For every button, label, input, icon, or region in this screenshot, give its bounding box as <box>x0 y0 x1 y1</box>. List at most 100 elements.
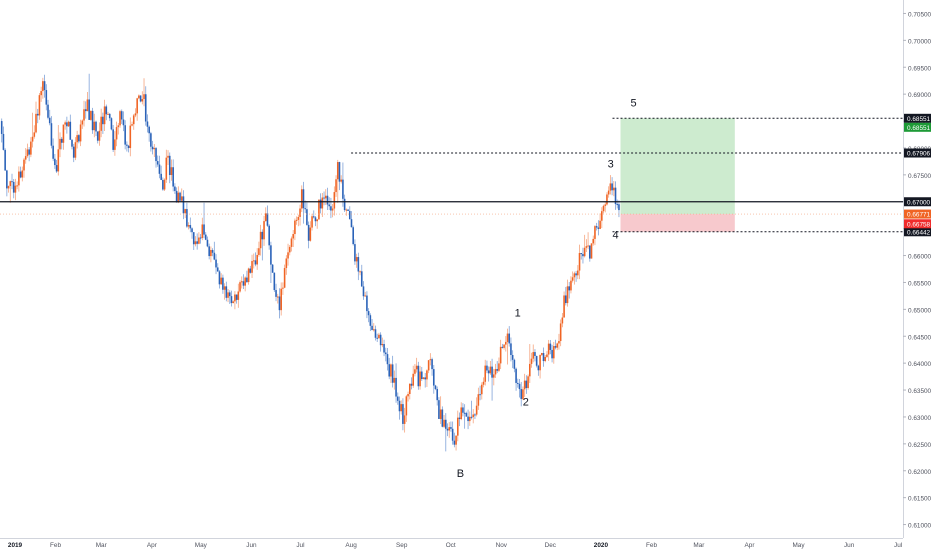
candle-body <box>333 192 336 209</box>
candle-body <box>28 149 30 155</box>
candle-body <box>264 213 267 222</box>
candle-body <box>38 95 41 116</box>
candle-body <box>355 257 358 262</box>
candle-body <box>613 187 615 191</box>
candle-body <box>172 167 174 187</box>
candle-body <box>414 369 416 374</box>
candle-body <box>582 254 584 257</box>
time-tick-label: May <box>195 542 208 549</box>
horizontal-levels <box>0 117 903 233</box>
price-tick-label: 0.62000 <box>908 469 932 476</box>
candle-body <box>607 190 610 195</box>
candle-body <box>544 356 547 362</box>
candle-body <box>4 149 6 171</box>
candle-body <box>503 344 505 348</box>
candle-body <box>386 354 389 365</box>
time-tick-label: Mar <box>693 542 705 549</box>
candle-body <box>323 197 325 199</box>
candle-body <box>350 219 353 228</box>
candle-body <box>282 287 284 289</box>
candle-body <box>119 111 121 126</box>
candle-body <box>508 333 511 344</box>
candle-body <box>244 277 246 286</box>
candle-body <box>561 317 564 324</box>
candle-body <box>570 280 572 291</box>
candle-body <box>191 228 193 233</box>
candle-body <box>283 268 286 288</box>
resistance-high-price-label: 0.67906 <box>907 151 931 158</box>
candle-body <box>559 323 562 342</box>
time-tick-label: Dec <box>545 542 557 549</box>
candle-body <box>523 380 526 390</box>
candle-body <box>266 213 269 226</box>
candle-body <box>345 209 348 211</box>
candle-body <box>240 281 243 283</box>
last-price-tag-box <box>904 219 931 229</box>
candle-body <box>453 440 456 445</box>
candle-body <box>534 352 536 356</box>
wave-label-4: 4 <box>613 229 619 241</box>
candle-body <box>43 81 46 91</box>
candle-body <box>108 113 111 119</box>
candle-body <box>26 149 29 157</box>
candle-body <box>2 133 5 150</box>
candle-body <box>434 385 437 390</box>
candle-body <box>558 341 560 344</box>
candle-body <box>90 110 92 120</box>
candle-body <box>162 179 164 190</box>
candle-body <box>122 119 125 126</box>
candle-body <box>114 139 116 150</box>
candle-body <box>412 373 415 386</box>
price-tick-label: 0.65500 <box>908 280 932 287</box>
candle-body <box>194 241 197 245</box>
price-axis[interactable]: 0.61000 0.61500 0.62000 0.62500 0.63000 0.635… <box>903 0 932 550</box>
candle-body <box>604 204 607 206</box>
candle-body <box>57 149 60 172</box>
candle-body <box>515 368 517 383</box>
candle-body <box>67 121 70 127</box>
target-price-label-box <box>904 113 931 123</box>
time-tick-label: Mar <box>96 542 108 549</box>
time-tick-label: 2020 <box>594 542 609 549</box>
candle-body <box>117 125 120 128</box>
candle-body <box>139 95 142 102</box>
candle-body <box>458 417 461 420</box>
candle-body <box>216 267 219 272</box>
candle-body <box>427 360 430 371</box>
candle-body <box>110 118 113 130</box>
candle-body <box>408 383 411 394</box>
candle-body <box>242 281 245 286</box>
candle-body <box>528 363 531 377</box>
candle-body <box>9 181 12 187</box>
price-tick-label: 0.64000 <box>908 361 932 368</box>
candle-body <box>378 334 380 339</box>
candle-body <box>213 252 216 260</box>
candle-body <box>518 383 521 390</box>
candle-body <box>96 131 99 141</box>
candle-body <box>482 381 485 385</box>
candle-body <box>196 241 198 244</box>
candle-body <box>192 232 195 245</box>
candle-body <box>606 194 608 205</box>
candle-body <box>547 343 550 355</box>
target-zone <box>620 118 735 215</box>
candle-body <box>506 333 509 342</box>
candle-body <box>199 237 202 239</box>
time-axis[interactable]: 2019 Feb Mar Apr May Jun Jul Aug Sep Oct Nov Dec 202… <box>0 538 903 550</box>
candle-body <box>376 337 379 339</box>
candle-body <box>553 346 555 359</box>
candle-body <box>487 370 490 374</box>
candle-body <box>203 224 205 235</box>
candle-body <box>388 364 391 377</box>
candle-body <box>468 416 471 422</box>
candle-body <box>470 416 473 418</box>
candle-body <box>510 343 512 356</box>
candle-body <box>371 325 373 330</box>
candle-body <box>583 247 586 257</box>
candle-body <box>189 225 192 229</box>
price-tick-label: 0.66000 <box>908 254 932 261</box>
last-price-tag: 0.66758 <box>907 221 931 228</box>
candle-body <box>270 245 272 265</box>
